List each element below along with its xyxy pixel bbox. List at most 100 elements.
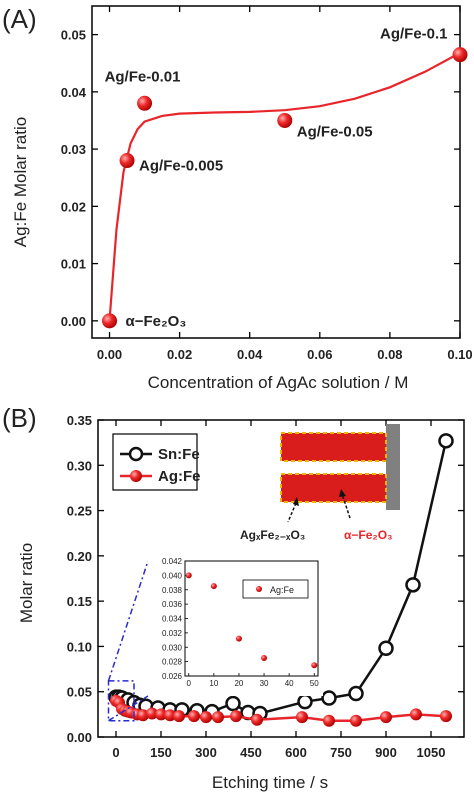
inset-legend-box [242, 579, 309, 599]
panel-a-x-tick-label: 0.08 [377, 347, 402, 362]
series-sn-marker [225, 695, 241, 712]
panel-b-y-tick-label: 0.35 [67, 413, 92, 428]
series-sn-marker [348, 685, 364, 702]
series-ag-marker [137, 709, 149, 722]
panel-a-point-label: Ag/Fe-0.005 [139, 158, 223, 175]
zoom-region-box [107, 680, 135, 722]
series-ag-marker [251, 713, 263, 726]
series-ag-marker [440, 710, 452, 723]
series-sn-marker [405, 577, 421, 593]
series-ag-marker [230, 710, 242, 723]
series-ag-marker [296, 711, 308, 724]
panel-a-x-tick-label: 0.02 [167, 347, 192, 362]
inset-y-tick-label: 0.040 [162, 571, 183, 580]
panel-b-legend: Sn:Fe Ag:Fe [112, 433, 201, 491]
inset-x-tick-label: 50 [310, 679, 319, 688]
panel-a-y-tick-label: 0.02 [61, 199, 86, 214]
panel-b-y-tick-label: 0.20 [67, 549, 92, 564]
scheme-rod-bottom [280, 473, 387, 503]
panel-a-point-label: Ag/Fe-0.01 [105, 68, 181, 85]
panel-a-y-axis-title: Ag:Fe Molar ratio [11, 117, 30, 247]
panel-b-y-axis-title: Molar ratio [17, 543, 36, 623]
panel-b-x-tick-label: 300 [195, 745, 217, 760]
panel-a-x-tick-label: 0.00 [97, 347, 122, 362]
zoom-connector-top [107, 560, 149, 682]
panel-b-x-tick-label: 750 [330, 745, 352, 760]
panel-a-y-tick-label: 0.03 [61, 142, 86, 157]
panel-b-y-tick-label: 0.05 [67, 685, 92, 700]
series-ag-marker [212, 711, 224, 724]
panel-a-x-axis-title: Concentration of AgAc solution / M [148, 373, 409, 392]
inset-data-point [311, 662, 318, 669]
panel-a-data-point [102, 313, 118, 329]
panel-a-frame [91, 5, 461, 339]
panel-b-y-tick-label: 0.25 [67, 504, 92, 519]
panel-a-data-point [277, 112, 293, 128]
zoom-connector-bottom [108, 695, 149, 722]
series-ag-marker [155, 708, 167, 721]
panel-a-x-tick-label: 0.06 [307, 347, 332, 362]
inset-data-point [261, 655, 268, 662]
scheme-arrow-core [341, 493, 351, 519]
panel-a-label: (A) [2, 4, 37, 34]
legend-ag-marker [130, 470, 142, 482]
series-sn-marker [321, 690, 337, 706]
inset-data-point [235, 635, 242, 642]
inset-legend: Ag:Fe [242, 579, 309, 599]
panel-a-data-point [452, 47, 468, 63]
inset-y-tick-label: 0.030 [162, 643, 183, 652]
panel-a-point-label: Ag/Fe-0.05 [297, 123, 373, 140]
scheme-arrowhead-core [339, 489, 346, 497]
scheme-label-shell: AgₓFe₂₋ₓO₃ [240, 528, 305, 542]
legend-box [112, 433, 198, 491]
panel-b-y-tick-label: 0.15 [67, 594, 92, 609]
panel-b-chart: 0 150 300 450 600 750 900 10500.000.050.100.150… [67, 413, 465, 760]
inset-y-tick-label: 0.034 [162, 615, 183, 624]
panel-b-label: (B) [2, 403, 37, 433]
inset-x-tick-label: 20 [234, 679, 243, 688]
panel-a-y-tick-label: 0.05 [61, 28, 86, 43]
inset-x-tick-label: 40 [285, 679, 294, 688]
inset-chart: 0 10 20 30 40 50 0.026 0.028 0.030 0.032 0.034 0.03… [148, 556, 323, 696]
panel-b-x-tick-label: 1050 [417, 745, 446, 760]
scheme-arrowhead-shell [293, 497, 299, 506]
panel-a-x-tick-label: 0.04 [237, 347, 263, 362]
scheme-substrate-bar [386, 424, 400, 510]
inset-data-point [185, 572, 192, 579]
series-ag-marker [164, 709, 176, 722]
series-ag-marker [350, 714, 362, 727]
inset-y-tick-label: 0.042 [162, 557, 183, 566]
legend-sn-marker [128, 446, 144, 462]
panel-a-y-tick-label: 0.04 [61, 85, 87, 100]
series-sn-marker [297, 693, 313, 710]
inset-y-tick-label: 0.036 [162, 600, 183, 609]
panel-a-fit-curve [108, 51, 461, 321]
panel-b-frame [97, 419, 465, 738]
inset-data-point [210, 583, 217, 590]
legend-ag-label: Ag:Fe [158, 468, 201, 485]
panel-b-y-tick-label: 0.30 [67, 458, 92, 473]
legend-sn-label: Sn:Fe [158, 446, 200, 463]
inset-x-tick-label: 10 [209, 679, 218, 688]
panel-a-chart: 0.00 0.02 0.04 0.06 0.08 0.10 0.00 0.01 0.02 0.03… [61, 5, 473, 362]
scheme-label-core: α−Fe₂O₃ [344, 528, 393, 542]
inset-y-tick-label: 0.028 [162, 658, 183, 667]
panel-a-data-point [119, 153, 135, 169]
series-ag-marker [380, 711, 392, 724]
series-ag-marker [188, 710, 200, 723]
panel-b-x-tick-label: 0 [112, 745, 119, 760]
inset-legend-marker [256, 586, 262, 592]
panel-b-x-tick-label: 900 [375, 745, 397, 760]
panel-a-x-tick-label: 0.10 [447, 347, 472, 362]
panel-b-x-tick-label: 600 [285, 745, 307, 760]
series-ag-marker [200, 711, 212, 724]
series-ag-marker [323, 714, 335, 727]
panel-a-point-label: Ag/Fe-0.1 [380, 26, 448, 43]
series-ag-marker [173, 710, 185, 723]
panel-b-y-tick-label: 0.00 [67, 730, 92, 745]
inset-frame [184, 560, 319, 677]
inset-x-tick-label: 0 [187, 679, 192, 688]
series-sn-marker [378, 640, 394, 656]
inset-x-tick-label: 30 [260, 679, 269, 688]
